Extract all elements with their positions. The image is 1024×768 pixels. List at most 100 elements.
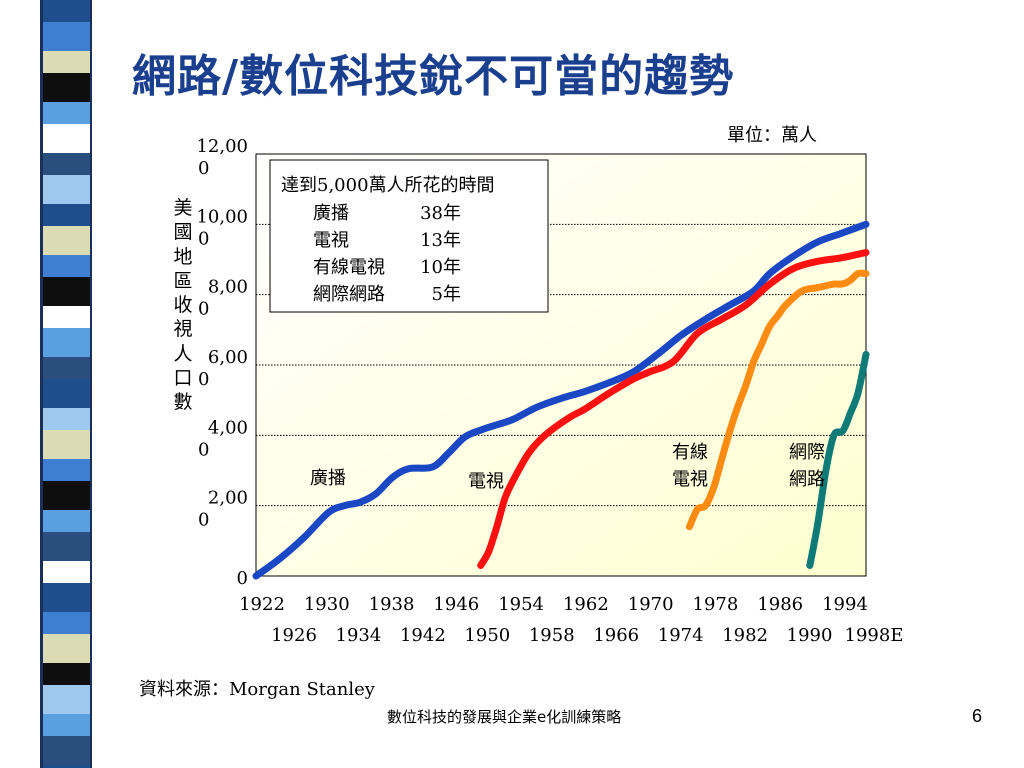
- stripe-block: [40, 51, 92, 73]
- stripe-block: [40, 583, 92, 612]
- stripe-block: [40, 510, 92, 532]
- y-tick-label: 6,00 0: [198, 347, 248, 390]
- line-label: 網際網路: [789, 442, 825, 490]
- stripe-block: [40, 430, 92, 459]
- left-decorative-stripes: [40, 0, 92, 768]
- y-tick-label: 2,00 0: [198, 488, 248, 531]
- stripe-edge: [40, 0, 43, 768]
- stripe-block: [40, 0, 92, 22]
- y-axis-label-char: 視: [173, 318, 193, 341]
- y-axis-label-char: 國: [173, 221, 193, 244]
- data-source: 資料來源：Morgan Stanley: [139, 679, 375, 700]
- stripe-block: [40, 102, 92, 124]
- annotation-row-value: 38年: [420, 203, 461, 224]
- footer-text: 數位科技的發展與企業e化訓練策略: [387, 708, 622, 726]
- x-tick-label: 1946: [433, 594, 479, 615]
- stripe-block: [40, 459, 92, 481]
- x-tick-label: 1998E: [845, 625, 904, 646]
- x-tick-label: 1934: [336, 625, 382, 646]
- line-label: 有線電視: [672, 442, 708, 490]
- stripe-block: [40, 663, 92, 685]
- stripe-block: [40, 612, 92, 634]
- stripe-block: [40, 153, 92, 175]
- y-tick-label: 10,00 0: [196, 206, 248, 249]
- annotation-row-value: 10年: [420, 257, 461, 278]
- x-tick-label: 1994: [822, 594, 868, 615]
- stripe-block: [40, 175, 92, 204]
- line-labels: 廣播 電視 有線電視 網際網路: [310, 442, 825, 492]
- stripe-block: [40, 685, 92, 714]
- stripe-block: [40, 379, 92, 408]
- line-label: 電視: [468, 471, 504, 492]
- annotation-row-value: 5年: [432, 284, 461, 305]
- y-axis-label-char: 區: [173, 269, 193, 292]
- stripe-block: [40, 357, 92, 379]
- annotation-row-value: 13年: [420, 230, 461, 251]
- x-tick-label: 1974: [658, 625, 704, 646]
- x-tick-label: 1942: [400, 625, 446, 646]
- stripe-block: [40, 306, 92, 328]
- y-axis-label-char: 美: [173, 197, 193, 219]
- x-tick-label: 1978: [693, 594, 739, 615]
- annotation-frame: [269, 159, 549, 313]
- annotation-row-label: 廣播: [313, 203, 349, 224]
- stripe-block: [40, 532, 92, 561]
- series-line-tv: [477, 249, 870, 569]
- annotation-row-label: 網際網路: [313, 284, 385, 305]
- y-tick-label: 8,00 0: [198, 277, 248, 320]
- x-tick-label: 1950: [464, 625, 510, 646]
- x-tick-label: 1922: [239, 594, 285, 615]
- x-tick-label: 1938: [369, 594, 415, 615]
- y-tick-label: 0: [237, 568, 248, 589]
- annotation-row-label: 有線電視: [313, 257, 385, 278]
- x-tick-label: 1962: [563, 594, 609, 615]
- stripe-block: [40, 481, 92, 510]
- stripe-block: [40, 714, 92, 736]
- x-tick-labels: 1922 1930 1938 1946 1954 1962 1970 1978 1986 1994…: [239, 594, 903, 646]
- gridlines: [256, 223, 866, 507]
- annotation-row-label: 電視: [313, 230, 349, 251]
- y-axis-label: 美國地區收視人口數: [172, 196, 194, 415]
- x-tick-label: 1958: [529, 625, 575, 646]
- stripe-block: [40, 22, 92, 51]
- line-label: 廣播: [310, 468, 346, 489]
- y-tick-label: 4,00 0: [198, 417, 248, 460]
- y-axis-label-char: 口: [173, 367, 193, 390]
- stripe-block: [40, 561, 92, 583]
- unit-label: 單位：萬人: [727, 125, 817, 146]
- x-tick-label: 1986: [757, 594, 803, 615]
- stripe-block: [40, 634, 92, 663]
- annotation-title: 達到5,000萬人所花的時間: [281, 175, 495, 196]
- x-tick-label: 1930: [304, 594, 350, 615]
- stripe-block: [40, 226, 92, 255]
- stripe-block: [40, 73, 92, 102]
- x-tick-label: 1954: [498, 594, 544, 615]
- series-line-internet: [806, 350, 870, 569]
- stripe-edge: [90, 0, 92, 768]
- x-tick-label: 1982: [722, 625, 768, 646]
- stripe-block: [40, 124, 92, 153]
- x-tick-label: 1926: [271, 625, 317, 646]
- y-axis-label-char: 數: [173, 391, 193, 414]
- stripe-block: [40, 736, 92, 765]
- x-tick-label: 1966: [593, 625, 639, 646]
- x-tick-label: 1990: [787, 625, 833, 646]
- stripe-block: [40, 408, 92, 430]
- stripe-block: [40, 204, 92, 226]
- stripe-block: [40, 765, 92, 768]
- stripe-block: [40, 328, 92, 357]
- slide-title: 網路/數位科技銳不可當的趨勢: [132, 51, 735, 102]
- series-line-cable: [685, 269, 870, 531]
- page-number: 6: [972, 706, 983, 726]
- series-line-radio: [252, 220, 870, 580]
- x-tick-label: 1970: [628, 594, 674, 615]
- stripe-block: [40, 277, 92, 306]
- y-axis-label-char: 人: [173, 342, 193, 365]
- y-tick-label: 12,00 0: [196, 136, 248, 179]
- series-lines: [252, 220, 870, 580]
- y-tick-labels: 0 2,00 0 4,00 0 6,00 0 8,00 0 10,00 0 12,00 0: [196, 136, 248, 589]
- stripe-block: [40, 255, 92, 277]
- y-axis-label-char: 收: [173, 294, 193, 317]
